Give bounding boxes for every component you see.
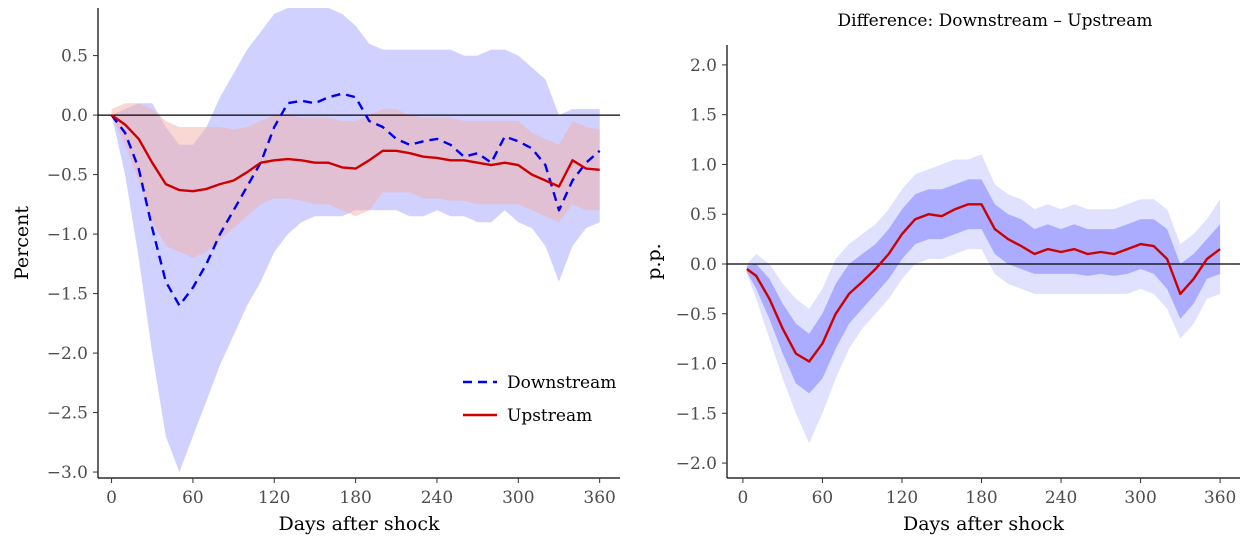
x-tick-label: 240: [421, 488, 453, 508]
panel-right-difference: 2.0 1.5 1.0 0.5 0.0 −0.5 −1.0 −1.5 −2.0 0 60 120 180…: [643, 11, 1240, 535]
x-axis-title: Days after shock: [903, 513, 1065, 535]
x-tick-label: 60: [182, 488, 204, 508]
series-line-upstream: [110, 114, 600, 193]
x-tick-label: 0: [106, 488, 117, 508]
y-tick-label: −2.0: [47, 344, 88, 364]
x-tick-label: 0: [737, 488, 748, 508]
y-tick-label: 1.5: [690, 106, 717, 126]
x-tick-label: 180: [965, 488, 997, 508]
y-tick-label: 2.0: [690, 56, 717, 76]
y-tick-label: −1.0: [676, 355, 717, 375]
legend: Downstream Upstream: [463, 373, 616, 426]
y-tick-label: −3.0: [47, 463, 88, 483]
confidence-band-outer: [746, 154, 1221, 444]
x-tick-label: 60: [812, 488, 834, 508]
y-axis-title: Percent: [11, 206, 33, 280]
x-tick-label: 180: [339, 488, 371, 508]
y-axis-title: p.p.: [643, 243, 665, 279]
panel-left-levels: 0.5 0.0 −0.5 −1.0 −1.5 −2.0 −2.5 −3.0 0 60 120 180 2…: [11, 8, 620, 535]
y-tick-label: 0.5: [690, 205, 717, 225]
confidence-band-inner: [746, 179, 1221, 394]
x-tick-label: 240: [1045, 488, 1077, 508]
panel-title: Difference: Downstream – Upstream: [838, 11, 1153, 31]
x-axis-title: Days after shock: [278, 513, 440, 535]
x-tick-label: 360: [1204, 488, 1236, 508]
x-tick-label: 300: [1124, 488, 1156, 508]
y-tick-label: −0.5: [676, 305, 717, 325]
x-tick-label: 300: [502, 488, 534, 508]
legend-label-upstream: Upstream: [507, 406, 592, 426]
y-tick-label: −0.5: [47, 166, 88, 186]
y-tick-label: 0.0: [690, 255, 717, 275]
x-tick-label: 120: [258, 488, 290, 508]
y-tick-label: −2.5: [47, 404, 88, 424]
y-tick-label: −2.0: [676, 454, 717, 474]
y-tick-label: −1.5: [676, 404, 717, 424]
legend-label-downstream: Downstream: [507, 373, 616, 393]
series-line-difference: [746, 203, 1221, 363]
series-line-downstream: [110, 92, 601, 307]
y-tick-label: 1.0: [690, 155, 717, 175]
x-tick-label: 360: [583, 488, 615, 508]
y-tick-label: 0.0: [61, 106, 88, 126]
y-tick-label: −1.5: [47, 285, 88, 305]
confidence-band-upstream: [111, 103, 600, 258]
x-tick-label: 120: [886, 488, 918, 508]
y-tick-label: 0.5: [61, 47, 88, 67]
y-tick-label: −1.0: [47, 225, 88, 245]
